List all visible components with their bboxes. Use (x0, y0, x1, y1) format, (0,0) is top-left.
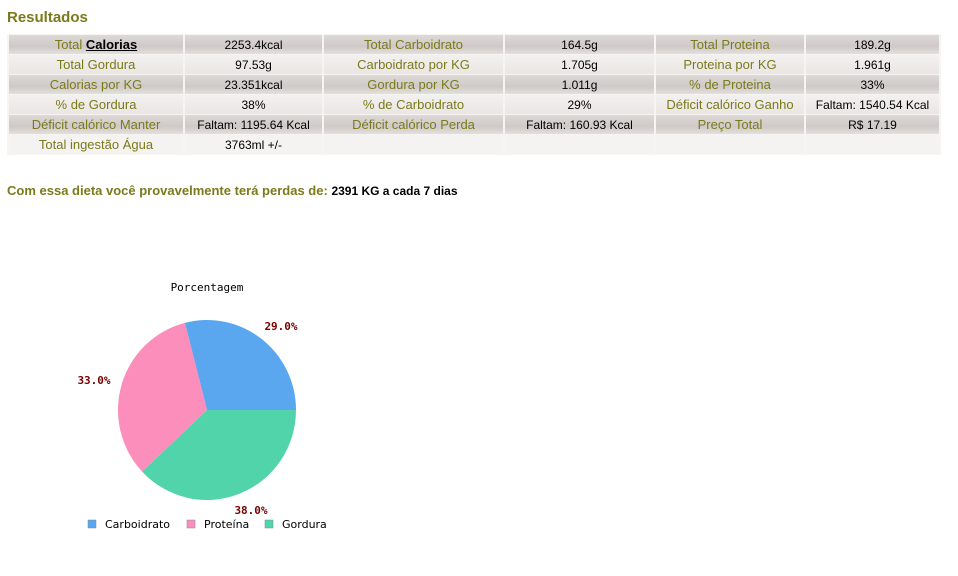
total-agua-value: 3763ml +/- (185, 135, 322, 154)
total-proteina-label: Total Proteina (656, 35, 804, 54)
percent-proteina-value: 33% (806, 75, 939, 94)
table-row: Total Calorias 2253.4kcal Total Carboidr… (9, 35, 939, 54)
deficit-manter-value: Faltam: 1195.64 Kcal (185, 115, 322, 134)
percentage-pie-chart: Porcentagem 29.0% 33.0% 38.0% Carboidrato P… (77, 281, 327, 531)
table-row: % de Gordura 38% % de Carboidrato 29% Dé… (9, 95, 939, 114)
table-row: Calorias por KG 23.351kcal Gordura por K… (9, 75, 939, 94)
label-prefix: Total (54, 37, 86, 52)
loss-summary: Com essa dieta você provavelmente terá p… (7, 183, 458, 198)
table-row: Total Gordura 97.53g Carboidrato por KG … (9, 55, 939, 74)
percent-gordura-value: 38% (185, 95, 322, 114)
pie-labels: 29.0% 33.0% 38.0% (77, 320, 297, 517)
pie-slices (118, 320, 296, 501)
legend-label: Proteína (204, 518, 249, 531)
total-proteina-value: 189.2g (806, 35, 939, 54)
total-gordura-label: Total Gordura (9, 55, 183, 74)
gordura-por-kg-value: 1.011g (505, 75, 654, 94)
empty-cell (324, 135, 503, 154)
pie-label: 38.0% (234, 504, 267, 517)
deficit-perda-value: Faltam: 160.93 Kcal (505, 115, 654, 134)
legend-label: Carboidrato (105, 518, 170, 531)
table-row: Déficit calórico Manter Faltam: 1195.64 … (9, 115, 939, 134)
total-agua-label: Total ingestão Água (9, 135, 183, 154)
percent-carboidrato-value: 29% (505, 95, 654, 114)
legend-swatch (87, 519, 97, 529)
proteina-por-kg-value: 1.961g (806, 55, 939, 74)
pie-label: 33.0% (77, 374, 110, 387)
legend-swatch (186, 519, 196, 529)
pie-label: 29.0% (264, 320, 297, 333)
results-table: Total Calorias 2253.4kcal Total Carboidr… (7, 34, 941, 155)
loss-summary-text: Com essa dieta você provavelmente terá p… (7, 183, 328, 198)
calorias-link[interactable]: Calorias (85, 37, 138, 52)
proteina-por-kg-label: Proteina por KG (656, 55, 804, 74)
table-row: Total ingestão Água 3763ml +/- (9, 135, 939, 154)
preco-total-label: Preço Total (656, 115, 804, 134)
deficit-ganho-label: Déficit calórico Ganho (656, 95, 804, 114)
chart-legend: Carboidrato Proteína Gordura (87, 518, 327, 531)
preco-total-value: R$ 17.19 (806, 115, 939, 134)
deficit-manter-label: Déficit calórico Manter (9, 115, 183, 134)
pie-slice-gordura (142, 410, 296, 501)
calorias-por-kg-label: Calorias por KG (9, 75, 183, 94)
legend-label: Gordura (282, 518, 327, 531)
deficit-perda-label: Déficit calórico Perda (324, 115, 503, 134)
total-carboidrato-value: 164.5g (505, 35, 654, 54)
total-calorias-label: Total Calorias (9, 35, 183, 54)
chart-title: Porcentagem (171, 281, 244, 294)
empty-cell (656, 135, 804, 154)
percent-proteina-label: % de Proteina (656, 75, 804, 94)
empty-cell (806, 135, 939, 154)
results-heading: Resultados (7, 9, 88, 26)
total-calorias-value: 2253.4kcal (185, 35, 322, 54)
gordura-por-kg-label: Gordura por KG (324, 75, 503, 94)
percent-carboidrato-label: % de Carboidrato (324, 95, 503, 114)
deficit-ganho-value: Faltam: 1540.54 Kcal (806, 95, 939, 114)
calorias-por-kg-value: 23.351kcal (185, 75, 322, 94)
legend-swatch (264, 519, 274, 529)
total-gordura-value: 97.53g (185, 55, 322, 74)
pie-slice-carboidrato (184, 320, 296, 410)
empty-cell (505, 135, 654, 154)
percent-gordura-label: % de Gordura (9, 95, 183, 114)
pie-slice-proteina (118, 322, 207, 472)
carboidrato-por-kg-value: 1.705g (505, 55, 654, 74)
carboidrato-por-kg-label: Carboidrato por KG (324, 55, 503, 74)
total-carboidrato-label: Total Carboidrato (324, 35, 503, 54)
loss-summary-value: 2391 KG a cada 7 dias (331, 184, 458, 198)
